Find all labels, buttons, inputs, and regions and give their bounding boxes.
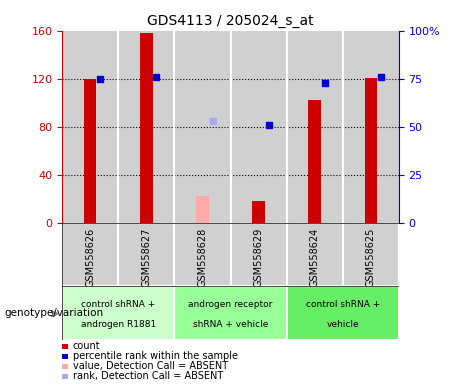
Bar (196, 196, 209, 223)
Bar (287, 286, 399, 340)
Text: genotype/variation: genotype/variation (5, 308, 104, 318)
Bar (287, 223, 343, 286)
Text: GSM558629: GSM558629 (254, 228, 264, 287)
Text: shRNA + vehicle: shRNA + vehicle (193, 320, 268, 329)
Bar (62, 374, 68, 379)
Text: percentile rank within the sample: percentile rank within the sample (73, 351, 238, 361)
Text: control shRNA +: control shRNA + (306, 300, 380, 310)
Bar (252, 201, 265, 223)
Bar (62, 354, 68, 359)
Bar (84, 79, 96, 223)
Bar (343, 223, 399, 286)
Bar (140, 33, 153, 223)
Bar (230, 31, 287, 223)
Text: control shRNA +: control shRNA + (81, 300, 155, 310)
Text: GSM558624: GSM558624 (310, 228, 319, 287)
Bar (230, 223, 287, 286)
Bar (118, 31, 174, 223)
Title: GDS4113 / 205024_s_at: GDS4113 / 205024_s_at (147, 14, 314, 28)
Text: GSM558625: GSM558625 (366, 228, 376, 287)
Text: vehicle: vehicle (326, 320, 359, 329)
Text: rank, Detection Call = ABSENT: rank, Detection Call = ABSENT (73, 371, 223, 381)
Text: count: count (73, 341, 100, 351)
Text: GSM558627: GSM558627 (142, 228, 151, 287)
Text: androgen R1881: androgen R1881 (81, 320, 156, 329)
Text: value, Detection Call = ABSENT: value, Detection Call = ABSENT (73, 361, 228, 371)
Bar (62, 344, 68, 349)
Text: androgen receptor: androgen receptor (188, 300, 273, 310)
Bar (174, 223, 230, 286)
Bar (62, 364, 68, 369)
Bar (365, 78, 377, 223)
Bar (62, 286, 174, 340)
Bar (308, 100, 321, 223)
Bar (62, 223, 118, 286)
Bar (174, 286, 287, 340)
Bar (174, 31, 230, 223)
Bar (62, 31, 118, 223)
Text: GSM558626: GSM558626 (85, 228, 95, 287)
Text: GSM558628: GSM558628 (197, 228, 207, 287)
Bar (287, 31, 343, 223)
Bar (343, 31, 399, 223)
Bar (118, 223, 174, 286)
